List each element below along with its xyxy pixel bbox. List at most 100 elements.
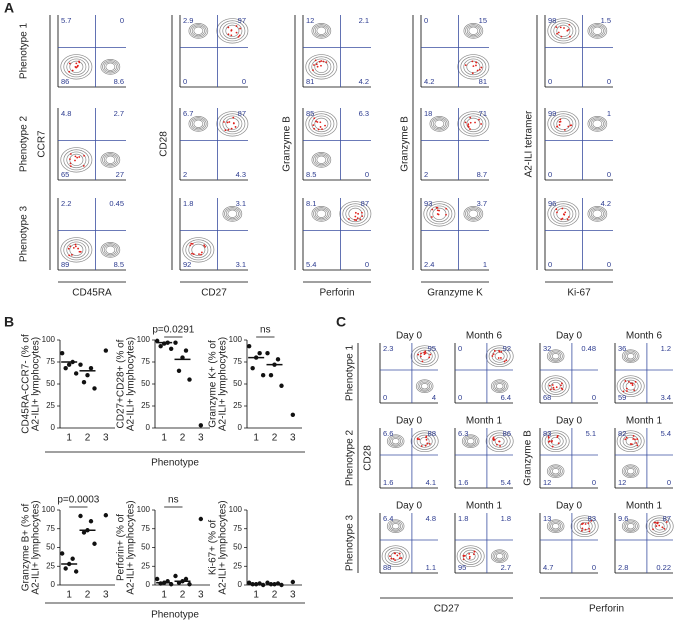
contour (623, 350, 638, 362)
event-dot (234, 126, 237, 128)
contour (622, 379, 639, 393)
event-dot (557, 31, 560, 34)
contour (66, 58, 87, 76)
contour (391, 523, 400, 530)
event-dot (425, 436, 427, 439)
quadrant-value: 5.4 (661, 429, 671, 438)
quadrant-value: 1.1 (426, 563, 436, 572)
plot-title: Month 6 (626, 331, 663, 342)
event-dot (445, 207, 448, 210)
quadrant-value: 27 (116, 170, 124, 179)
contour (191, 118, 205, 130)
event-dot (559, 26, 562, 29)
contour (314, 154, 328, 166)
quadrant-value: 1.8 (458, 514, 468, 523)
event-dot (503, 360, 506, 363)
event-dot (361, 215, 364, 218)
quadrant-value: 12 (306, 16, 314, 25)
event-dot (235, 31, 238, 34)
contour (313, 153, 330, 167)
event-dot (76, 65, 79, 68)
event-dot (361, 211, 363, 214)
event-dot (436, 206, 439, 209)
contour (550, 351, 562, 361)
event-dot (560, 387, 563, 390)
quadrant-value: 95 (458, 563, 466, 572)
contour (488, 347, 511, 365)
data-point (187, 377, 192, 382)
plot-title: Month 1 (466, 501, 503, 512)
contour (463, 206, 484, 222)
event-dot (469, 128, 471, 131)
contour (553, 205, 574, 223)
event-dot (398, 557, 401, 560)
quadrant-value: 3.1 (236, 199, 246, 208)
y-axis-label: CCR7 (37, 130, 48, 158)
event-dot (561, 382, 563, 385)
quadrant-value: 59 (618, 393, 626, 402)
event-dot (445, 213, 447, 216)
plot-title: Month 1 (466, 416, 503, 427)
event-dot (556, 211, 558, 214)
event-dot (478, 118, 480, 121)
quadrant-value: 0 (548, 170, 552, 179)
contour (222, 22, 243, 40)
contour (342, 203, 369, 225)
quadrant-value: 2.7 (501, 563, 511, 572)
event-dot (467, 123, 470, 126)
quadrant-value: 0 (183, 77, 187, 86)
contour (544, 432, 567, 450)
quadrant-value: 98 (548, 16, 556, 25)
event-dot (636, 444, 639, 447)
contour (651, 519, 668, 533)
event-dot (71, 69, 74, 72)
event-dot (568, 216, 570, 218)
quadrant-value: 0 (120, 16, 124, 25)
event-dot (78, 156, 81, 158)
event-dot (555, 386, 558, 389)
y-tick-label: 25 (141, 401, 150, 410)
contour (547, 379, 564, 393)
quadrant-value: 8.6 (114, 77, 124, 86)
event-dot (421, 360, 424, 363)
event-dot (189, 244, 192, 247)
contour (546, 519, 565, 533)
event-dot (632, 438, 635, 440)
quadrant-value: 2.7 (114, 109, 124, 118)
contour (311, 58, 332, 76)
event-dot (390, 557, 393, 560)
contour (548, 520, 563, 532)
data-point (265, 351, 270, 356)
event-dot (68, 254, 71, 257)
row-label: Phenotype 1 (345, 344, 356, 401)
significance: ns (260, 325, 271, 336)
quadrant-value: 93 (424, 199, 432, 208)
event-dot (475, 61, 478, 64)
event-dot (581, 529, 583, 532)
quadrant-value: 0 (607, 77, 611, 86)
plot-title: Day 0 (396, 416, 423, 427)
data-point (78, 513, 83, 519)
contour (550, 436, 561, 446)
contour (390, 436, 402, 446)
contour (60, 237, 93, 263)
quadrant-value: 1 (607, 109, 611, 118)
contour (416, 349, 433, 363)
quadrant-value: 4.7 (543, 563, 553, 572)
quadrant-value: 2 (424, 170, 428, 179)
contour (622, 434, 639, 448)
quadrant-value: 6.4 (383, 514, 393, 523)
event-dot (69, 153, 72, 155)
y-axis-label: A2-ILI+ lymphocytes) (218, 337, 229, 431)
quadrant-value: 6.3 (458, 429, 468, 438)
data-point (176, 368, 182, 373)
contour (381, 545, 410, 568)
quadrant-value: 83 (543, 429, 551, 438)
contour (102, 60, 119, 74)
event-dot (568, 23, 571, 26)
event-dot (566, 218, 569, 221)
y-axis-label: A2-ILI tetramer (524, 110, 535, 177)
x-tick-label: 2 (85, 590, 91, 601)
contour (60, 54, 93, 80)
event-dot (239, 27, 241, 30)
